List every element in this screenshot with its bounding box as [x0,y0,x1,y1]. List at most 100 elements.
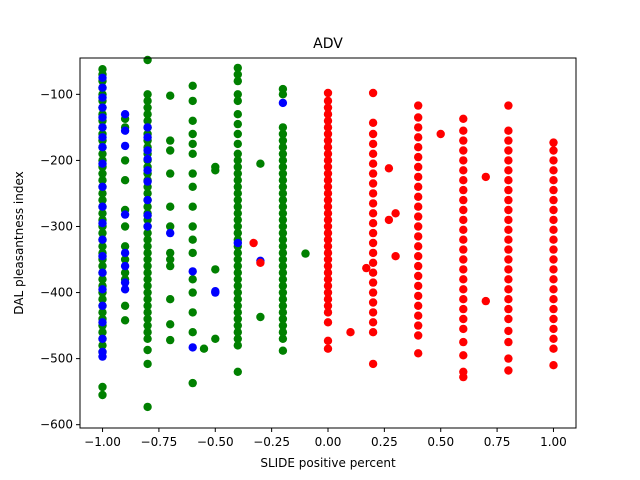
scatter-point [459,235,468,244]
scatter-point [414,271,423,281]
scatter-point [233,248,242,258]
scatter-point [278,314,288,324]
scatter-point [368,308,378,317]
scatter-point [414,152,423,162]
scatter-point [549,195,558,205]
scatter-point [166,169,175,178]
scatter-point [459,205,468,215]
scatter-point [414,202,423,211]
scatter-point [323,143,333,152]
scatter-point [323,268,333,277]
scatter-point [414,261,423,271]
scatter-point [98,123,107,132]
scatter-point [278,156,288,165]
scatter-point [481,296,490,306]
scatter-point [414,281,423,291]
scatter-point [504,235,513,244]
scatter-point [166,228,175,238]
scatter-point [166,248,175,258]
scatter-point [143,154,152,164]
scatter-point [459,295,468,304]
scatter-point [414,222,423,231]
scatter-point [120,222,130,231]
scatter-point [368,278,378,287]
scatter-point [278,328,288,337]
scatter-point [143,96,152,106]
scatter-point [323,169,333,178]
scatter-point [362,263,371,273]
scatter-point [278,275,288,284]
scatter-point [323,209,333,218]
scatter-point [549,255,558,264]
scatter-point [233,156,242,165]
scatter-point [120,110,130,119]
y-tick-label: −100 [40,87,73,101]
scatter-point [199,344,209,353]
scatter-point [368,159,378,168]
scatter-point [98,202,107,211]
scatter-point [459,275,468,284]
scatter-point [323,275,333,284]
scatter-point [323,136,333,145]
scatter-point [549,235,558,244]
scatter-point [233,308,242,317]
scatter-point [98,295,107,304]
scatter-point [166,320,175,329]
scatter-point [278,222,288,231]
scatter-point [98,318,107,327]
scatter-point [98,133,107,142]
scatter-point [368,298,378,307]
scatter-point [278,98,288,108]
scatter-point [143,123,152,132]
scatter-point [143,242,152,251]
scatter-point [384,164,394,173]
scatter-point [504,205,513,215]
scatter-point [504,304,513,314]
scatter-point [414,162,423,172]
scatter-point [459,114,468,124]
scatter-point [301,249,310,258]
y-tick-label: −300 [40,219,73,233]
scatter-point [504,195,513,205]
scatter-point [278,288,288,297]
scatter-point [323,261,333,271]
scatter-point [233,328,242,337]
scatter-point [436,129,445,139]
scatter-point [278,129,288,139]
scatter-point [233,268,242,277]
x-tick-label: 0.25 [371,435,398,449]
scatter-point [549,265,558,274]
scatter-point [98,301,107,310]
scatter-point [211,334,220,343]
scatter-point [98,252,107,261]
scatter-point [233,162,242,172]
scatter-point [143,248,152,258]
scatter-point [120,301,130,310]
scatter-point [143,402,152,412]
scatter-point [233,314,242,324]
x-tick-label: −0.50 [197,435,234,449]
scatter-point [188,149,197,158]
scatter-point [414,123,423,132]
scatter-point [459,185,468,195]
scatter-point [188,222,197,231]
scatter-point [549,185,558,195]
x-tick-label: −0.75 [141,435,178,449]
scatter-point [166,202,175,211]
scatter-point [143,133,152,142]
scatter-point [323,129,333,139]
scatter-point [166,91,175,100]
scatter-point [278,136,288,145]
scatter-point [143,334,152,343]
scatter-point [368,258,378,267]
scatter-point [549,225,558,234]
scatter-point [391,209,400,218]
scatter-point [98,228,107,238]
scatter-point [459,324,468,334]
scatter-point [414,182,423,191]
scatter-point [549,138,558,147]
scatter-point [211,265,220,274]
x-axis-ticks: −1.00 −0.75 −0.50 −0.25 0.00 0.25 0.50 0.75 1.00 [84,428,567,449]
scatter-point [459,337,468,347]
scatter-point [98,176,107,185]
